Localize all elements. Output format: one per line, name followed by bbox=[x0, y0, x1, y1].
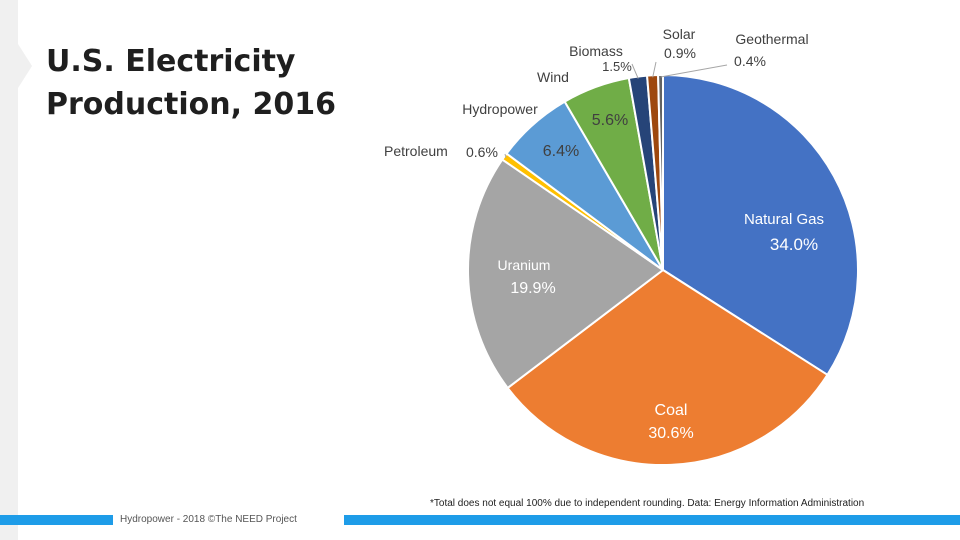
title-line-1: U.S. Electricity bbox=[46, 44, 296, 79]
leader-lines bbox=[504, 61, 728, 158]
geothermal-value: 0.4% bbox=[734, 53, 766, 69]
coal-value: 30.6% bbox=[648, 425, 693, 442]
coal-label: Coal bbox=[655, 402, 688, 419]
natural-gas-value: 34.0% bbox=[770, 235, 818, 254]
leader-line-petroleum bbox=[504, 153, 507, 158]
hydropower-label: Hydropower bbox=[462, 101, 538, 117]
solar-value: 0.9% bbox=[664, 45, 696, 61]
biomass-label: Biomass bbox=[569, 43, 623, 59]
footnote: *Total does not equal 100% due to indepe… bbox=[430, 498, 865, 509]
bottom-bar-left bbox=[0, 515, 113, 525]
uranium-value: 19.9% bbox=[510, 280, 555, 297]
petroleum-value: 0.6% bbox=[466, 144, 498, 160]
left-sidebar-strip bbox=[0, 0, 18, 540]
bottom-bar-right bbox=[344, 515, 960, 525]
title-line-2: Production, 2016 bbox=[46, 87, 336, 122]
pie-slice-natural-gas bbox=[662, 74, 859, 376]
pie-slices bbox=[467, 73, 859, 466]
leader-line-geothermal bbox=[660, 64, 728, 78]
pie-slice-uranium bbox=[467, 158, 664, 389]
credit-text: Hydropower - 2018 ©The NEED Project bbox=[120, 514, 297, 525]
uranium-label: Uranium bbox=[498, 257, 551, 273]
geothermal-label: Geothermal bbox=[735, 31, 808, 47]
hydropower-value: 6.4% bbox=[543, 143, 579, 160]
wind-value: 5.6% bbox=[592, 112, 628, 129]
leader-line-biomass bbox=[631, 63, 639, 79]
pie-slice-coal bbox=[506, 269, 829, 466]
pie-slice-geothermal bbox=[657, 73, 664, 271]
natural-gas-label: Natural Gas bbox=[744, 211, 824, 228]
petroleum-label: Petroleum bbox=[384, 143, 448, 159]
sidebar-arrow-notch bbox=[18, 44, 32, 88]
solar-label: Solar bbox=[663, 26, 696, 42]
wind-label: Wind bbox=[537, 69, 569, 85]
page-title: U.S. Electricity Production, 2016 bbox=[46, 40, 366, 126]
leader-line-solar bbox=[652, 61, 657, 78]
biomass-value: 1.5% bbox=[602, 59, 632, 74]
